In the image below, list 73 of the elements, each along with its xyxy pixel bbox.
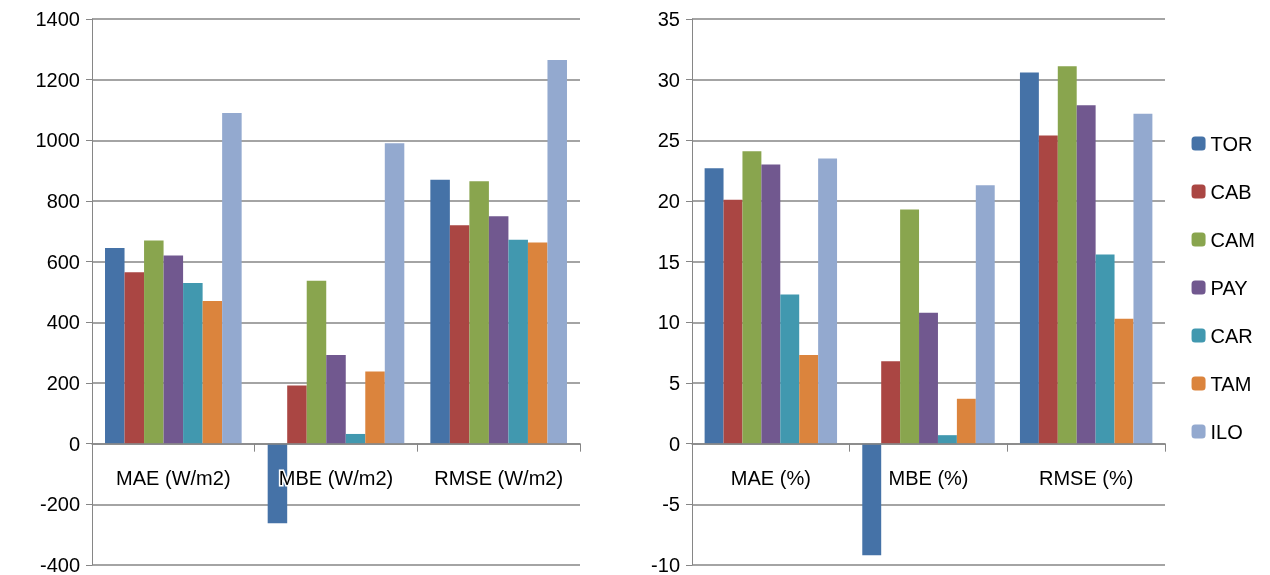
bar bbox=[345, 433, 366, 444]
bar bbox=[1095, 254, 1115, 444]
y-tick-label: 1000 bbox=[35, 129, 80, 152]
y-tick-label: 200 bbox=[46, 372, 80, 394]
x-tick-label: MAE (W/m2) bbox=[116, 466, 231, 489]
bar bbox=[818, 158, 838, 444]
bar bbox=[430, 179, 450, 444]
bar bbox=[799, 355, 819, 444]
legend-label: PAY bbox=[1210, 276, 1248, 299]
y-tick-label: 600 bbox=[46, 250, 80, 273]
y-tick-label: 0 bbox=[668, 432, 680, 455]
legend-label: CAM bbox=[1210, 228, 1256, 251]
y-tick-label: 10 bbox=[657, 311, 680, 334]
y-tick-label: 1400 bbox=[35, 8, 80, 30]
x-tick-label: MAE (%) bbox=[730, 466, 811, 489]
bar bbox=[937, 435, 957, 444]
legend-label: CAR bbox=[1210, 324, 1253, 347]
bar bbox=[527, 242, 548, 444]
y-tick-label: 25 bbox=[657, 129, 680, 152]
bar bbox=[449, 225, 470, 444]
y-tick-label: 35 bbox=[657, 8, 680, 30]
y-tick-label: -200 bbox=[39, 493, 80, 516]
bar bbox=[862, 443, 882, 556]
bar bbox=[780, 294, 800, 444]
y-tick-label: 5 bbox=[668, 372, 680, 394]
y-tick-label: -400 bbox=[39, 554, 80, 575]
bar bbox=[761, 164, 781, 444]
bar bbox=[287, 385, 307, 444]
bar bbox=[163, 255, 184, 444]
bar bbox=[105, 248, 125, 444]
bar bbox=[742, 151, 762, 444]
bar bbox=[365, 371, 385, 444]
x-tick-label: RMSE (W/m2) bbox=[434, 466, 564, 489]
bar bbox=[202, 301, 223, 444]
bar bbox=[704, 168, 724, 444]
bar bbox=[1114, 318, 1134, 444]
bar bbox=[919, 312, 938, 444]
bar bbox=[1038, 135, 1058, 444]
bar bbox=[384, 143, 405, 444]
legend-label: CAB bbox=[1210, 180, 1252, 203]
bar bbox=[508, 239, 528, 444]
bar bbox=[326, 355, 346, 444]
legend-label: ILO bbox=[1210, 420, 1243, 443]
y-tick-label: 20 bbox=[657, 190, 680, 212]
bar bbox=[900, 209, 920, 444]
bar bbox=[1076, 105, 1096, 444]
bar bbox=[488, 216, 509, 444]
x-tick-label: MBE (%) bbox=[888, 466, 969, 489]
y-tick-label: 1200 bbox=[35, 68, 80, 91]
y-tick-label: 15 bbox=[657, 250, 680, 273]
bar bbox=[144, 240, 164, 444]
y-tick-label: 0 bbox=[68, 432, 80, 455]
legend-label: TOR bbox=[1210, 132, 1253, 155]
y-tick-label: 30 bbox=[657, 68, 680, 91]
x-tick-label: RMSE (%) bbox=[1038, 466, 1134, 489]
bar bbox=[183, 282, 203, 444]
bar bbox=[306, 280, 327, 444]
legend-label: TAM bbox=[1210, 372, 1252, 395]
bar bbox=[222, 113, 242, 444]
y-tick-label: 400 bbox=[46, 311, 80, 334]
bar bbox=[881, 361, 901, 444]
bar bbox=[547, 59, 567, 444]
y-tick-label: 800 bbox=[46, 190, 80, 212]
bar bbox=[1019, 72, 1039, 444]
bar bbox=[956, 398, 976, 444]
y-tick-label: -10 bbox=[651, 554, 680, 575]
y-tick-label: -5 bbox=[662, 493, 680, 516]
bar bbox=[1057, 66, 1077, 444]
bar bbox=[975, 185, 995, 444]
bar bbox=[723, 199, 743, 444]
bar bbox=[469, 181, 489, 444]
bar bbox=[124, 272, 145, 444]
bar bbox=[1133, 113, 1153, 444]
